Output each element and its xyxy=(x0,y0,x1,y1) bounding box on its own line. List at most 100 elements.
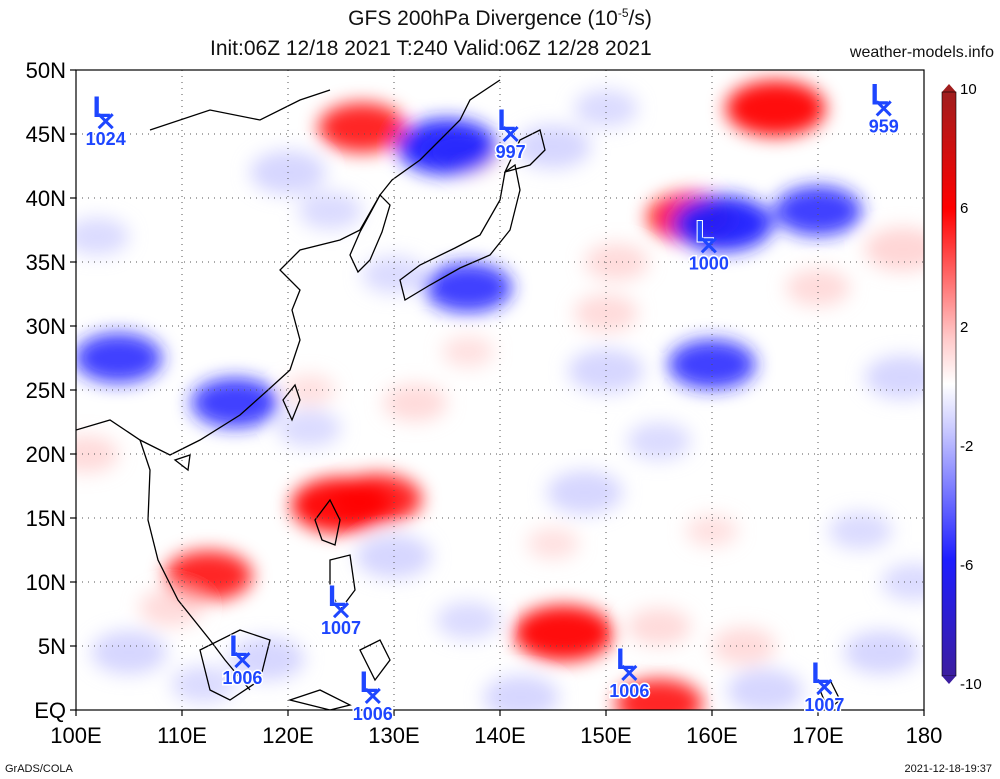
low-marker: L 1007 xyxy=(803,656,846,717)
lat-label: 5N xyxy=(38,634,66,659)
divergence-blob-negative xyxy=(864,355,924,400)
low-marker: L 997 xyxy=(494,103,527,164)
divergence-blob-negative xyxy=(277,409,342,448)
divergence-blob-negative xyxy=(546,470,623,515)
lon-label: 160E xyxy=(686,723,737,748)
divergence-blob-negative xyxy=(191,377,279,428)
lon-label: 130E xyxy=(368,723,419,748)
low-marker: L 1006 xyxy=(608,642,651,703)
low-center-cross xyxy=(364,687,381,704)
map-subtitle: Init:06Z 12/18 2021 T:240 Valid:06Z 12/2… xyxy=(210,37,652,60)
divergence-blob-positive xyxy=(864,227,924,272)
divergence-blob-negative xyxy=(76,217,130,256)
low-marker: L 1006 xyxy=(221,629,264,690)
lat-label: 50N xyxy=(26,58,66,83)
divergence-blob-positive xyxy=(513,605,614,662)
divergence-blob-positive xyxy=(786,268,850,307)
colorbar-label: 10 xyxy=(960,81,977,98)
low-letter: L xyxy=(811,657,829,690)
low-letter: L xyxy=(328,580,346,613)
colorbar-labels: 10 6 2 -2 -6 -10 xyxy=(960,81,982,693)
divergence-blob-positive xyxy=(334,473,423,524)
divergence-blob-negative xyxy=(228,636,305,681)
divergence-blob-positive xyxy=(442,335,495,368)
divergence-blob-negative xyxy=(76,333,163,383)
low-letter: L xyxy=(93,91,111,124)
divergence-blob-positive xyxy=(615,678,703,710)
low-marker: L 1000 xyxy=(687,214,730,274)
divergence-blob-negative xyxy=(91,630,167,675)
divergence-blob-negative xyxy=(424,262,513,313)
lat-label: EQ xyxy=(34,698,66,723)
lon-label: 150E xyxy=(580,723,631,748)
low-center-cross xyxy=(97,113,114,130)
divergence-blob-negative xyxy=(727,668,803,710)
divergence-blob-positive xyxy=(711,627,776,665)
low-letter: L xyxy=(360,666,378,699)
low-center-cross xyxy=(234,652,251,669)
low-pressure-value: 1007 xyxy=(804,695,844,715)
lat-label: 25N xyxy=(26,378,66,403)
divergence-blob-negative xyxy=(828,511,893,550)
colorbar-max-arrow xyxy=(942,84,956,92)
low-letter: L xyxy=(616,643,634,676)
latitude-labels: EQ 5N 10N 15N 20N 25N 30N 35N 40N 45N 50N xyxy=(26,58,66,723)
lat-label: 40N xyxy=(26,186,66,211)
low-pressure-value: 1024 xyxy=(86,129,126,149)
colorbar-label: -10 xyxy=(960,676,982,693)
divergence-blob-positive xyxy=(686,514,738,547)
lon-label: 140E xyxy=(474,723,525,748)
divergence-blob-negative xyxy=(483,675,560,710)
low-marker: L 1006 xyxy=(351,665,394,726)
divergence-blob-negative xyxy=(672,195,773,252)
divergence-blob-positive xyxy=(383,383,448,422)
lon-label: 100E xyxy=(50,723,101,748)
low-pressure-value: 1000 xyxy=(689,253,729,273)
map-title: GFS 200hPa Divergence (10-5/s) xyxy=(348,6,652,30)
lat-label: 30N xyxy=(26,314,66,339)
divergence-blob-positive xyxy=(76,435,119,473)
low-pressure-value: 1006 xyxy=(609,681,649,701)
axis-ticks xyxy=(70,69,925,716)
lat-label: 35N xyxy=(26,250,66,275)
lon-label: 180 xyxy=(906,723,943,748)
divergence-blob-positive xyxy=(725,80,826,137)
low-center-cross xyxy=(621,664,638,681)
low-pressure-markers: L 1024 L 997 L 959 L 1000 L 1007 L 1006 L 1006 L 1006 L 1… xyxy=(84,77,900,726)
coastlines xyxy=(76,79,841,710)
low-pressure-value: 1007 xyxy=(321,618,361,638)
low-marker: L 959 xyxy=(867,77,900,137)
lon-label: 170E xyxy=(792,723,843,748)
divergence-blob-positive xyxy=(318,102,407,153)
colorbar-label: -2 xyxy=(960,438,973,455)
divergence-blob-positive xyxy=(283,374,336,406)
colorbar-label: 2 xyxy=(960,319,968,336)
divergence-blob-positive xyxy=(574,294,638,333)
low-marker: L 1024 xyxy=(84,90,127,151)
low-letter: L xyxy=(696,215,714,248)
colorbar: 10 6 2 -2 -6 -10 xyxy=(941,81,982,693)
lon-label: 120E xyxy=(262,723,313,748)
low-center-cross xyxy=(332,602,350,619)
low-letter: L xyxy=(497,104,515,137)
low-letter: L xyxy=(871,78,889,111)
low-marker: L 1007 xyxy=(319,579,362,640)
low-letter: L xyxy=(229,630,247,663)
divergence-blob-negative xyxy=(881,563,924,601)
site-credit: weather-models.info xyxy=(849,44,994,61)
lat-label: 20N xyxy=(26,442,66,467)
render-timestamp: 2021-12-18-19:37 xyxy=(904,763,992,775)
divergence-blob-positive xyxy=(627,607,691,646)
divergence-blob-negative xyxy=(515,124,591,169)
divergence-blob-negative xyxy=(627,422,691,461)
low-pressure-value: 1006 xyxy=(222,668,262,688)
divergence-blob-negative xyxy=(574,89,638,128)
low-center-cross xyxy=(816,678,833,696)
colorbar-label: -6 xyxy=(960,557,973,574)
divergence-blob-positive xyxy=(527,527,579,560)
low-pressure-value: 997 xyxy=(496,142,526,162)
divergence-blob-positive xyxy=(164,550,253,601)
software-credit: GrADS/COLA xyxy=(5,763,73,775)
longitude-labels: 100E 110E 120E 130E 140E 150E 160E 170E 180 xyxy=(50,723,942,748)
